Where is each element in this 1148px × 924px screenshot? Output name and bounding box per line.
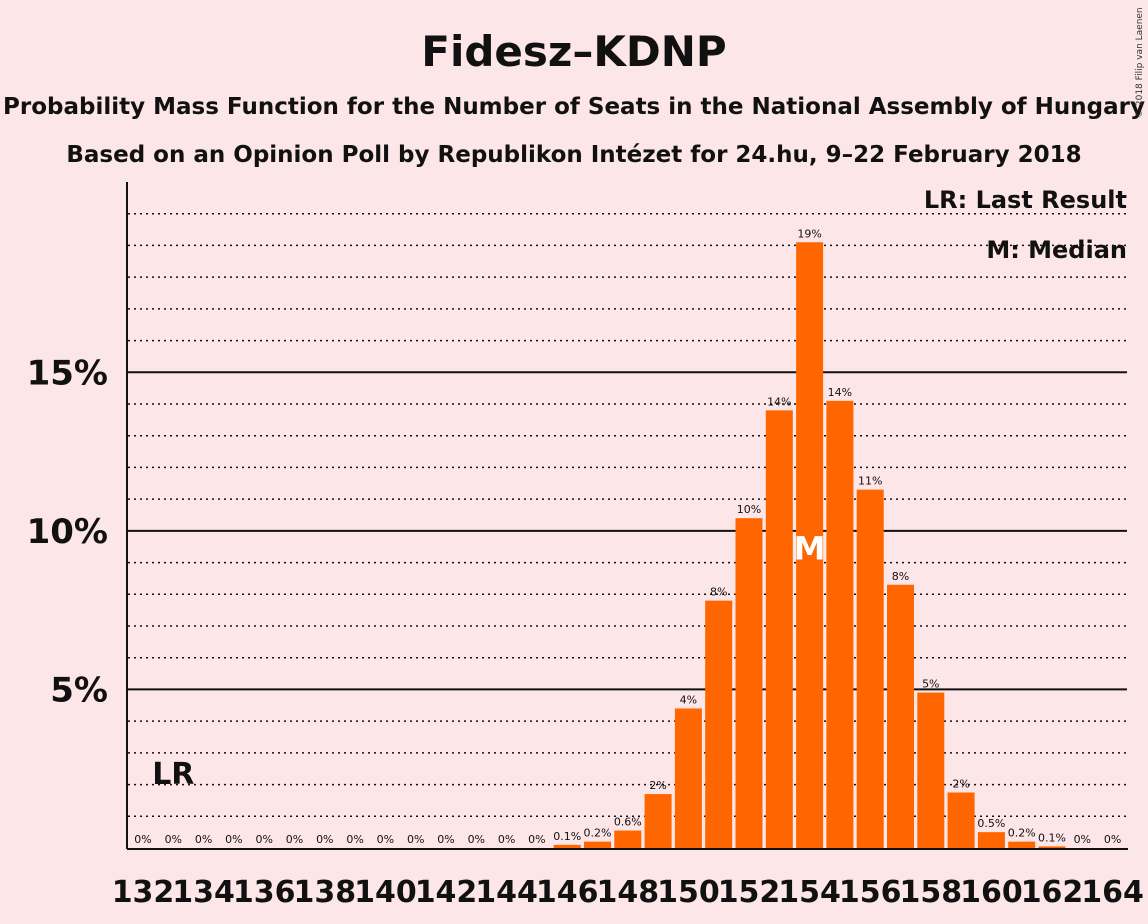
value-label: 0.1% [1038, 831, 1066, 844]
value-label: 2% [649, 779, 666, 792]
value-label: 11% [858, 475, 882, 488]
value-label: 19% [797, 227, 821, 240]
grid-lines [128, 212, 1127, 818]
x-tick-label: 142 [415, 875, 478, 910]
value-label: 0.1% [553, 830, 581, 843]
x-tick-label: 138 [293, 875, 356, 910]
value-label: 0% [407, 833, 424, 846]
value-label: 0% [498, 833, 515, 846]
value-label: 14% [767, 395, 791, 408]
y-tick-label: 10% [27, 512, 108, 552]
x-tick-label: 134 [172, 875, 235, 910]
x-tick-label: 156 [839, 875, 902, 910]
x-tick-label: 144 [475, 875, 538, 910]
bar [796, 242, 824, 848]
value-label: 0% [165, 833, 182, 846]
value-labels: 0% 0% 0% 0% 0% 0% 0% 0% 0% 0% 0% 0% 0% 0% 0.1% 0.2%0.6%… [134, 227, 1121, 846]
value-label: 8% [892, 570, 909, 583]
bar [977, 832, 1005, 848]
value-label: 0% [377, 833, 394, 846]
value-label: 0% [134, 833, 151, 846]
value-label: 0% [528, 833, 545, 846]
legend-median: M: Median [986, 236, 1127, 264]
bar [1038, 846, 1066, 848]
x-tick-label: 154 [778, 875, 841, 910]
value-label: 0.2% [1008, 827, 1036, 840]
bar [644, 794, 672, 848]
value-label: 2% [952, 778, 969, 791]
x-tick-label: 136 [233, 875, 296, 910]
y-tick-labels: 5% 10% 15% [27, 353, 108, 710]
value-label: 0% [1104, 833, 1121, 846]
copyright-text: © 2018 Filip van Laenen [1135, 7, 1145, 118]
chart-subtitle: Probability Mass Function for the Number… [3, 94, 1145, 120]
bar [826, 400, 854, 848]
chart-title: Fidesz–KDNP [421, 27, 726, 76]
x-tick-label: 150 [657, 875, 720, 910]
bar [705, 600, 733, 848]
value-label: 0% [195, 833, 212, 846]
bar [614, 830, 642, 848]
value-label: 8% [710, 586, 727, 599]
value-label: 0% [437, 833, 454, 846]
bar [584, 841, 611, 848]
value-label: 0.6% [614, 816, 642, 829]
value-label: 0% [286, 833, 303, 846]
x-tick-labels: 1321341361381401421441461481501521541561… [112, 875, 1144, 910]
bar [856, 489, 884, 848]
x-tick-label: 140 [354, 875, 417, 910]
bar [735, 518, 763, 848]
x-tick-label: 132 [112, 875, 175, 910]
x-tick-label: 160 [960, 875, 1023, 910]
chart-subtitle-2: Based on an Opinion Poll by Republikon I… [66, 142, 1081, 168]
bar [917, 692, 945, 848]
bar [765, 410, 793, 848]
median-marker: M [794, 529, 826, 567]
value-label: 0.2% [584, 827, 612, 840]
value-label: 14% [828, 386, 852, 399]
value-label: 0% [346, 833, 363, 846]
x-tick-label: 164 [1081, 875, 1144, 910]
bar [674, 708, 702, 848]
value-label: 0% [316, 833, 333, 846]
bars [553, 242, 1066, 848]
x-tick-label: 152 [718, 875, 781, 910]
value-label: 0% [225, 833, 242, 846]
bar [887, 584, 914, 848]
x-tick-label: 162 [1021, 875, 1084, 910]
value-label: 4% [680, 693, 697, 706]
x-tick-label: 146 [536, 875, 599, 910]
value-label: 0% [255, 833, 272, 846]
y-tick-label: 15% [27, 353, 108, 393]
bar [947, 792, 975, 848]
value-label: 0% [1074, 833, 1091, 846]
y-tick-label: 5% [50, 670, 108, 710]
value-label: 0.5% [977, 817, 1005, 830]
value-label: 5% [922, 678, 939, 691]
last-result-marker: LR [152, 757, 194, 792]
x-tick-label: 148 [596, 875, 659, 910]
value-label: 0% [468, 833, 485, 846]
legend-last-result: LR: Last Result [924, 186, 1127, 214]
bar [553, 844, 581, 848]
bar [1008, 841, 1036, 848]
x-tick-label: 158 [899, 875, 962, 910]
value-label: 10% [737, 503, 761, 516]
